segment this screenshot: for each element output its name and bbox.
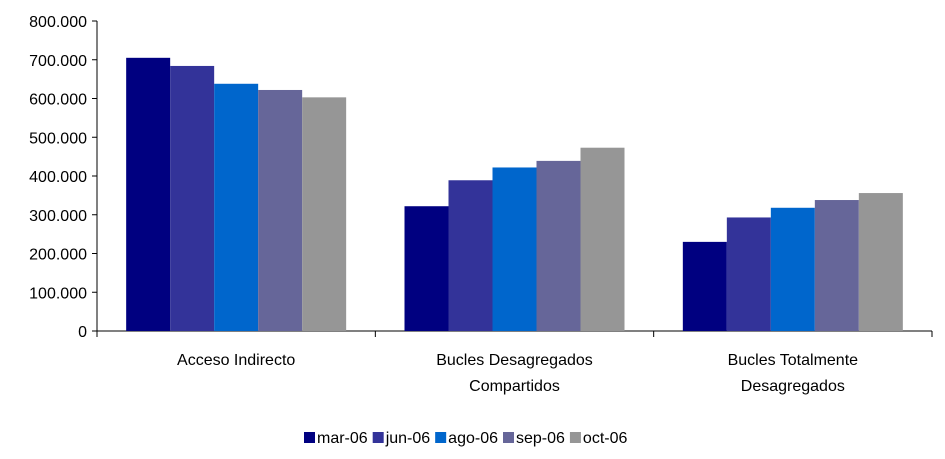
bar-oct-06 <box>580 147 625 331</box>
bar-jun-06 <box>170 65 215 331</box>
legend-label-jun-06: jun-06 <box>385 430 431 447</box>
bar-ago-06 <box>770 207 815 331</box>
category-label: Compartidos <box>469 378 560 395</box>
bar-mar-06 <box>404 206 449 331</box>
bar-sep-06 <box>258 89 303 331</box>
y-tick-label: 400.000 <box>29 169 87 186</box>
bar-ago-06 <box>214 83 259 332</box>
y-tick-label: 600.000 <box>29 92 87 109</box>
category-label: Desagregados <box>741 378 845 395</box>
y-tick-label: 500.000 <box>29 130 87 147</box>
bars <box>126 57 903 332</box>
bar-ago-06 <box>492 167 537 331</box>
legend-label-sep-06: sep-06 <box>516 430 565 447</box>
legend-swatch-ago-06 <box>435 432 447 443</box>
legend-label-ago-06: ago-06 <box>448 430 498 447</box>
y-tick-label: 0 <box>78 324 87 341</box>
bar-jun-06 <box>726 217 771 331</box>
bar-sep-06 <box>536 160 581 331</box>
bar-oct-06 <box>302 97 347 332</box>
bar-jun-06 <box>448 180 493 331</box>
legend: mar-06 jun-06 ago-06 sep-06 oct-06 <box>304 430 627 447</box>
bar-mar-06 <box>682 241 727 331</box>
bar-sep-06 <box>814 200 859 331</box>
category-label: Acceso Indirecto <box>177 352 295 369</box>
y-tick-label: 800.000 <box>29 14 87 31</box>
category-label: Bucles Desagregados <box>436 352 593 369</box>
y-tick-label: 700.000 <box>29 53 87 70</box>
y-tick-label: 300.000 <box>29 208 87 225</box>
legend-swatch-oct-06 <box>569 432 581 443</box>
legend-label-mar-06: mar-06 <box>317 430 368 447</box>
legend-label-oct-06: oct-06 <box>583 430 628 447</box>
y-axis: 0 100.000 200.000 300.000 400.000 500.000 600.… <box>29 14 98 341</box>
x-axis: Acceso Indirecto Bucles Desagregados Compa… <box>96 330 933 395</box>
y-tick-label: 100.000 <box>29 285 87 302</box>
bar-mar-06 <box>126 57 171 331</box>
legend-swatch-mar-06 <box>304 432 315 443</box>
category-label: Bucles Totalmente <box>728 352 859 369</box>
legend-swatch-sep-06 <box>503 432 514 443</box>
y-tick-label: 200.000 <box>29 247 87 264</box>
legend-swatch-jun-06 <box>372 432 384 443</box>
bar-oct-06 <box>858 193 903 331</box>
